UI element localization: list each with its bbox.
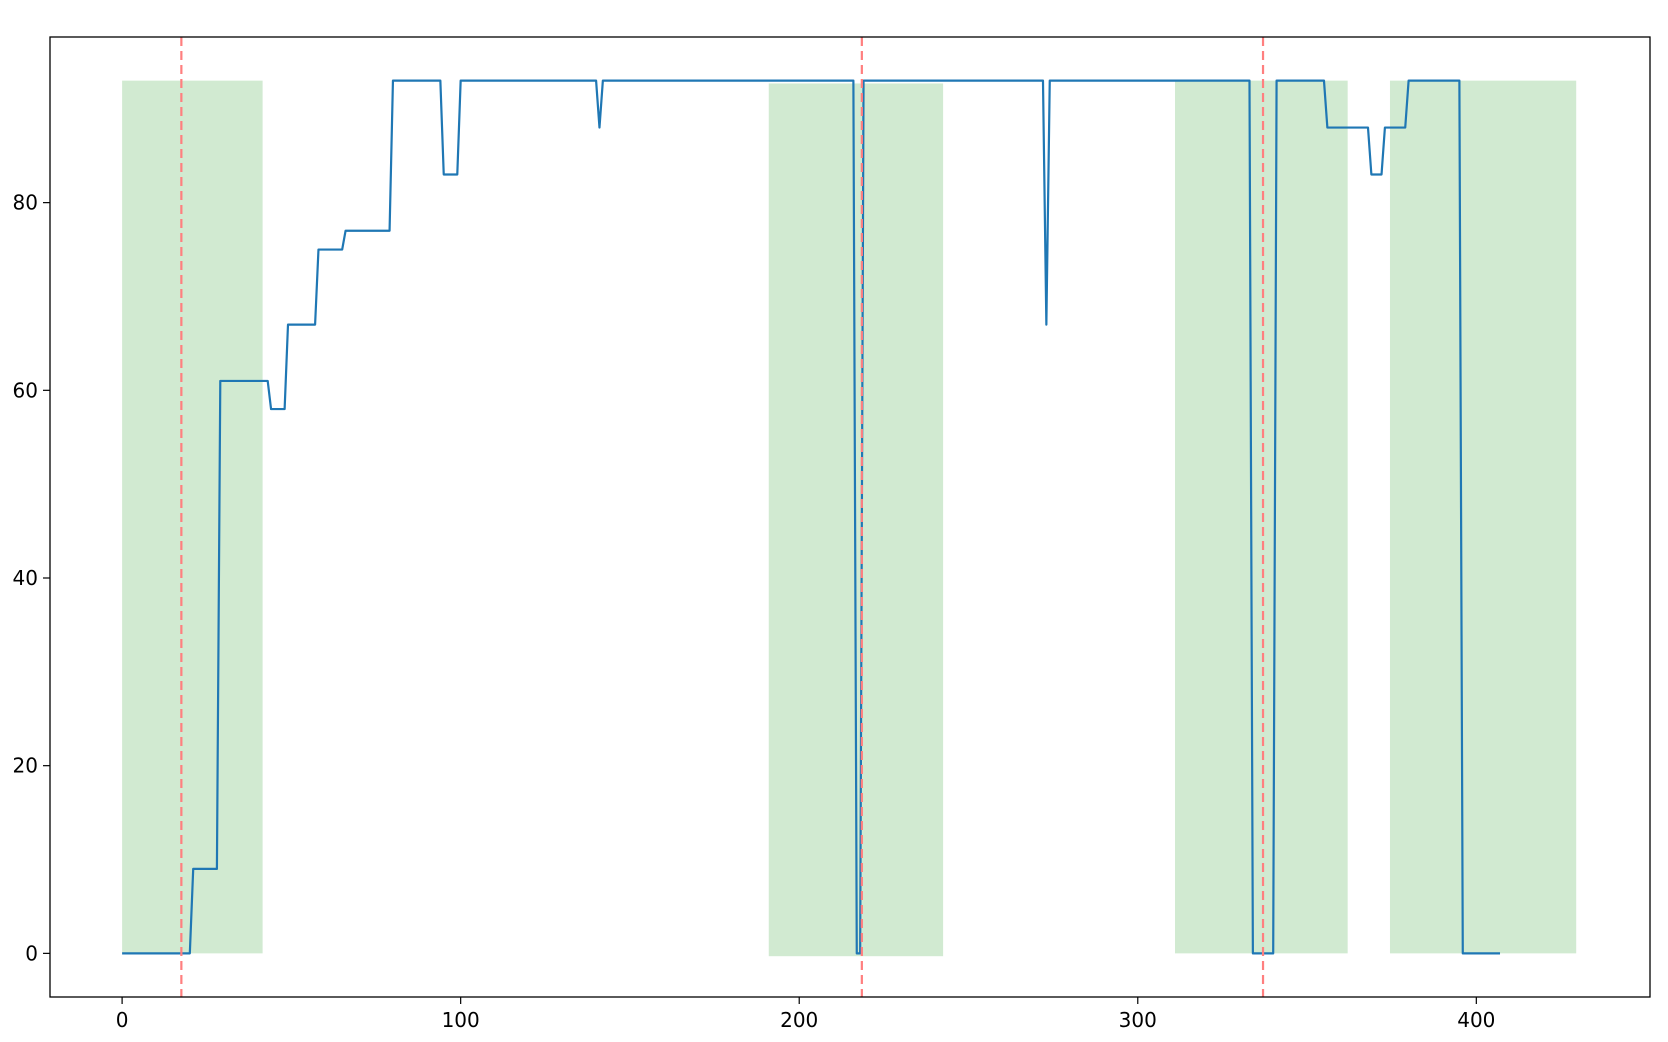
series-line-1 (122, 79, 1501, 955)
reference-lines (180, 37, 1265, 997)
x-tick-label: 300 (1119, 1008, 1157, 1032)
series-line-layer (122, 79, 1501, 955)
y-tick-label: 0 (25, 941, 38, 965)
highlight-spans (122, 80, 1577, 957)
y-tick-label: 40 (13, 566, 38, 590)
x-tick-label: 400 (1457, 1008, 1495, 1032)
y-tick-label: 60 (13, 378, 38, 402)
x-tick-label: 100 (442, 1008, 480, 1032)
x-tick-label: 0 (116, 1008, 129, 1032)
highlight-span-4 (1389, 80, 1577, 954)
y-tick-label: 20 (13, 754, 38, 778)
y-tick-label: 80 (13, 191, 38, 215)
plot-frame (49, 36, 1651, 998)
y-axis: 0 20 40 60 80 (13, 191, 50, 965)
x-tick-label: 200 (780, 1008, 818, 1032)
x-axis: 0 100 200 300 400 (116, 997, 1495, 1032)
highlight-span-1 (122, 80, 263, 954)
highlight-span-3 (1175, 80, 1348, 954)
